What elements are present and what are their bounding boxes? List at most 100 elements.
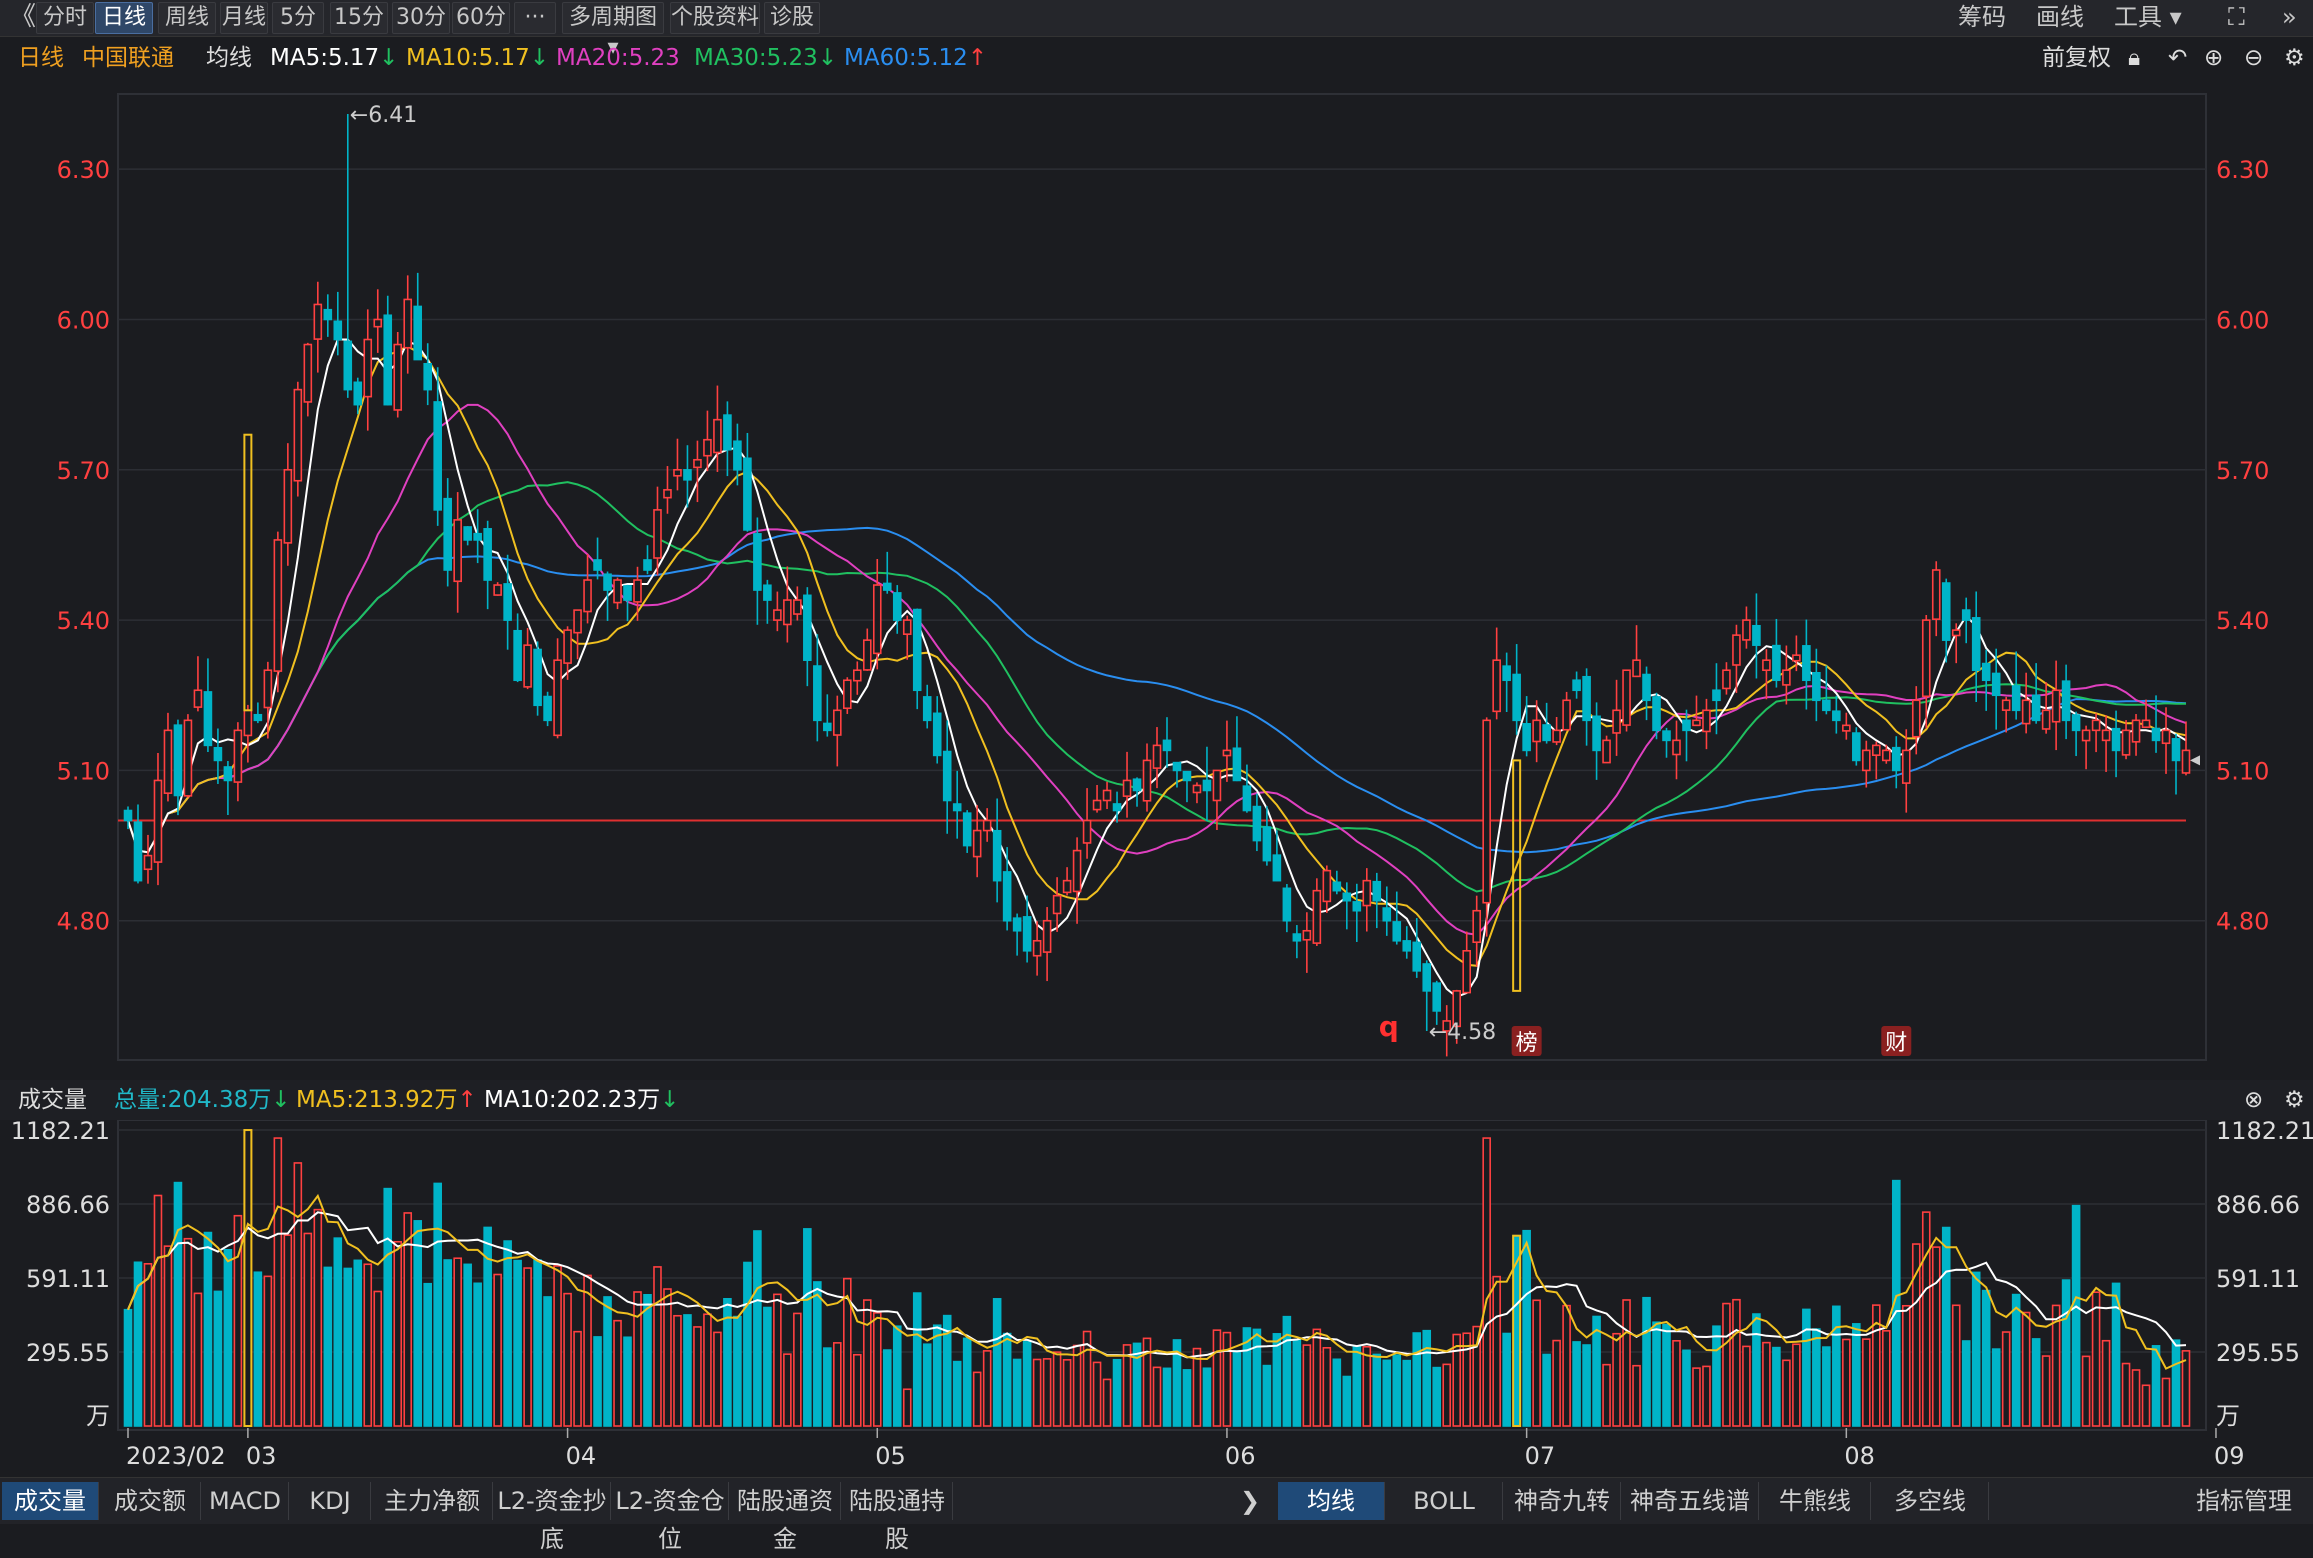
candle-up — [1042, 919, 1052, 953]
bottom-tab-right-2[interactable]: 神奇九转 — [1504, 1482, 1621, 1520]
collapse-icon[interactable]: 《 — [10, 2, 37, 32]
indicator-manager-button[interactable]: 指标管理 — [2196, 1487, 2292, 1515]
volume-bar-down — [1382, 1359, 1392, 1427]
volume-bar-up — [583, 1274, 592, 1427]
tab-9[interactable]: 多周期图 ▾ — [562, 2, 664, 60]
volume-highlight — [1512, 1234, 1522, 1427]
volume-bar-down — [543, 1296, 552, 1427]
tab-5[interactable]: 15分 — [330, 2, 388, 34]
volume-bar-up — [1842, 1338, 1851, 1427]
tab-10[interactable]: 个股资料 — [670, 2, 760, 34]
candle-down — [413, 305, 423, 361]
volume-bar-up — [972, 1371, 982, 1427]
volume-bar-down — [1522, 1229, 1531, 1427]
bottom-tab-left-5[interactable]: L2-资金抄底 — [494, 1482, 611, 1553]
candle-down — [2071, 714, 2081, 732]
candle-up — [1072, 849, 1082, 893]
candle-up — [1901, 749, 1911, 784]
volume-bar-down — [813, 1281, 822, 1427]
bottom-tab-right-5[interactable]: 多空线 — [1872, 1482, 1989, 1520]
candle-up — [1462, 949, 1471, 994]
cai-badge-bg — [1881, 1026, 1912, 1056]
candle-down — [1252, 805, 1262, 842]
volume-bar-up — [2091, 1291, 2101, 1427]
zoom-out-icon[interactable]: ⊖ — [2244, 45, 2264, 71]
candle-down — [1822, 699, 1831, 712]
tab-2[interactable]: 周线 — [158, 2, 216, 34]
draw-line-button[interactable]: 画线 — [2036, 3, 2084, 31]
lock-icon[interactable]: 🔒︎ — [2128, 45, 2141, 71]
tab-6[interactable]: 30分 — [392, 2, 450, 34]
volume-bar-down — [213, 1290, 223, 1427]
bottom-tab-left-4[interactable]: 主力净额 — [372, 1482, 493, 1520]
highlight-candle — [1512, 759, 1522, 992]
scroll-right-icon[interactable]: ❯ — [1239, 1487, 1261, 1515]
volume-chart[interactable]: 1182.21 1182.21 886.66 886.66 591.11 591.11 29… — [0, 1120, 2313, 1476]
volume-bar-up — [2001, 1331, 2011, 1427]
volume-bar-down — [1202, 1367, 1212, 1427]
indicator-name[interactable]: 均线 — [206, 45, 252, 71]
double-right-icon[interactable]: » — [2282, 3, 2297, 31]
candle-down — [543, 695, 552, 722]
candle-down — [1412, 941, 1422, 972]
volume-settings-icon[interactable]: ⚙ — [2284, 1087, 2305, 1113]
bottom-tab-right-3[interactable]: 神奇五线谱 — [1622, 1482, 1759, 1520]
candle-up — [1102, 789, 1112, 802]
candle-down — [1512, 673, 1521, 722]
undo-icon[interactable]: ↶ — [2168, 45, 2188, 71]
settings-icon[interactable]: ⚙ — [2284, 45, 2305, 71]
candle-up — [1442, 1020, 1452, 1032]
volume-bar-up — [1881, 1330, 1891, 1427]
ma20-value: MA20:5.23 — [556, 45, 680, 71]
candle-up — [1362, 879, 1372, 907]
candle-down — [942, 750, 952, 802]
tab-4[interactable]: 5分 — [272, 2, 324, 34]
volume-bar-down — [1991, 1348, 2001, 1427]
candle-up — [1222, 749, 1232, 757]
candle-down — [952, 803, 962, 812]
tools-dropdown[interactable]: 工具 ▾ — [2114, 3, 2182, 31]
bottom-tab-left-3[interactable]: KDJ — [290, 1482, 371, 1520]
volume-bar-down — [1752, 1313, 1761, 1427]
bottom-tab-right-1[interactable]: BOLL — [1386, 1482, 1503, 1520]
volume-bar-up — [263, 1275, 273, 1427]
candle-up — [2141, 719, 2151, 729]
bottom-tab-left-6[interactable]: L2-资金仓位 — [612, 1482, 729, 1553]
bottom-tab-left-1[interactable]: 成交额 — [100, 1482, 201, 1520]
stock-name: 中国联通 — [82, 45, 174, 71]
tab-0[interactable]: 分时 — [36, 2, 94, 34]
bottom-tab-left-0[interactable]: 成交量 — [2, 1482, 99, 1520]
x-label: 06 — [1225, 1442, 1256, 1470]
tab-11[interactable]: 诊股 — [764, 2, 820, 34]
volume-bar-up — [393, 1240, 403, 1427]
tab-7[interactable]: 60分 — [452, 2, 510, 34]
chips-button[interactable]: 筹码 — [1958, 3, 2006, 31]
bang-badge-bg — [1511, 1026, 1542, 1056]
candle-up — [183, 719, 193, 797]
volume-bar-up — [1142, 1337, 1152, 1427]
volume-bar-down — [823, 1347, 832, 1427]
candlestick-chart[interactable]: 6.30 6.30 6.00 6.00 5.70 5.70 5.40 5.40 5.10 5.10… — [0, 78, 2313, 1078]
candle-down — [932, 712, 942, 757]
tab-8[interactable]: ··· — [514, 2, 556, 34]
bottom-tab-left-2[interactable]: MACD — [202, 1482, 289, 1520]
volume-bar-up — [2081, 1355, 2091, 1427]
bottom-tab-left-8[interactable]: 陆股通持股 — [842, 1482, 953, 1553]
price-ylabel-right: 5.40 — [2216, 607, 2269, 635]
volume-bar-down — [743, 1261, 752, 1427]
bottom-tab-right-4[interactable]: 牛熊线 — [1760, 1482, 1871, 1520]
bottom-tab-right-0[interactable]: 均线 — [1278, 1482, 1385, 1520]
zoom-in-icon[interactable]: ⊕ — [2204, 45, 2224, 71]
bottom-tab-left-7[interactable]: 陆股通资金 — [730, 1482, 841, 1553]
tab-1[interactable]: 日线 — [95, 2, 153, 34]
adjust-selector[interactable]: 前复权 — [2042, 45, 2111, 71]
high-price-label: ←6.41 — [350, 103, 417, 128]
candle-down — [1172, 761, 1182, 772]
volume-bar-down — [473, 1282, 482, 1427]
volume-frame — [117, 1120, 2207, 1431]
candle-down — [1232, 747, 1242, 782]
candle-down — [423, 362, 433, 391]
tab-3[interactable]: 月线 — [220, 2, 268, 34]
expand-icon[interactable]: ⛶ — [2228, 3, 2245, 31]
close-panel-icon[interactable]: ⊗ — [2244, 1087, 2264, 1113]
